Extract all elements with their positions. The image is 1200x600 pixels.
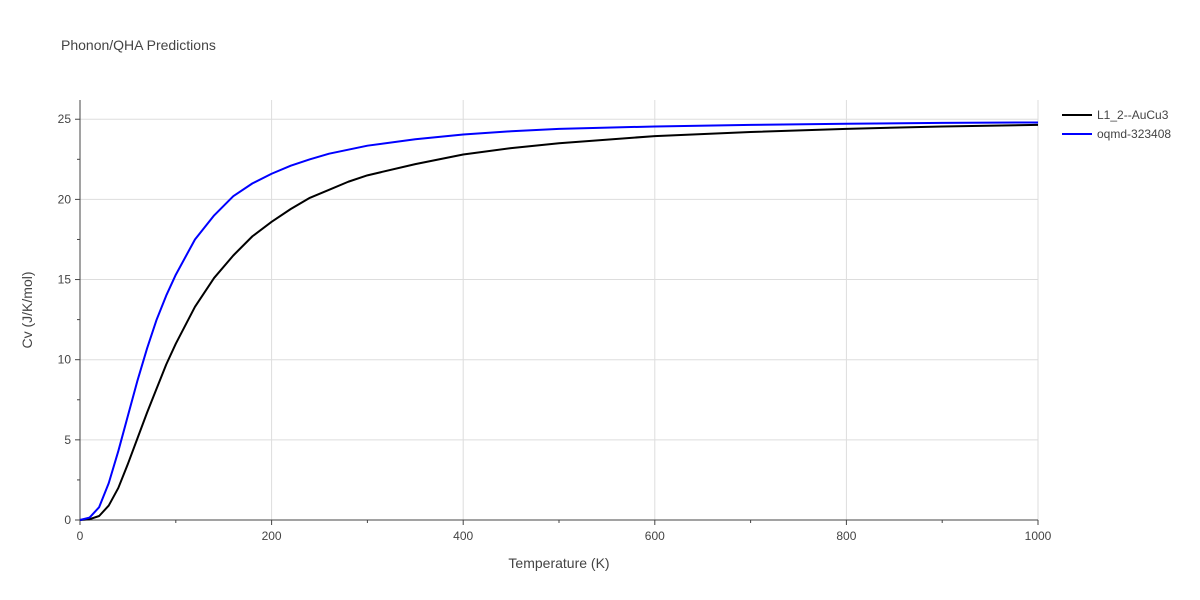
y-tick-label: 5 — [64, 433, 71, 447]
plot-area — [79, 121, 1039, 521]
legend-label: oqmd-323408 — [1097, 127, 1171, 141]
y-tick-label: 15 — [58, 273, 72, 287]
y-axis-title: Cv (J/K/mol) — [19, 272, 35, 349]
x-tick-label: 200 — [262, 529, 282, 543]
y-tick-label: 20 — [58, 192, 72, 206]
y-tick-label: 0 — [64, 513, 71, 527]
axes: 0 200 400 600 800 1000 0 5 10 15 20 25 — [58, 100, 1052, 543]
legend: L1_2--AuCu3 oqmd-323408 — [1062, 108, 1171, 141]
series-line-1 — [79, 121, 1039, 521]
x-tick-label: 400 — [453, 529, 473, 543]
y-tick-label: 10 — [58, 353, 72, 367]
x-tick-label: 1000 — [1025, 529, 1052, 543]
series-line-0 — [79, 123, 1039, 521]
chart-title: Phonon/QHA Predictions — [61, 37, 216, 53]
x-tick-label: 600 — [645, 529, 665, 543]
x-tick-label: 0 — [77, 529, 84, 543]
x-tick-label: 800 — [836, 529, 856, 543]
x-axis-title: Temperature (K) — [508, 555, 609, 571]
y-tick-label: 25 — [58, 112, 72, 126]
legend-label: L1_2--AuCu3 — [1097, 108, 1169, 122]
grid — [80, 100, 1039, 520]
